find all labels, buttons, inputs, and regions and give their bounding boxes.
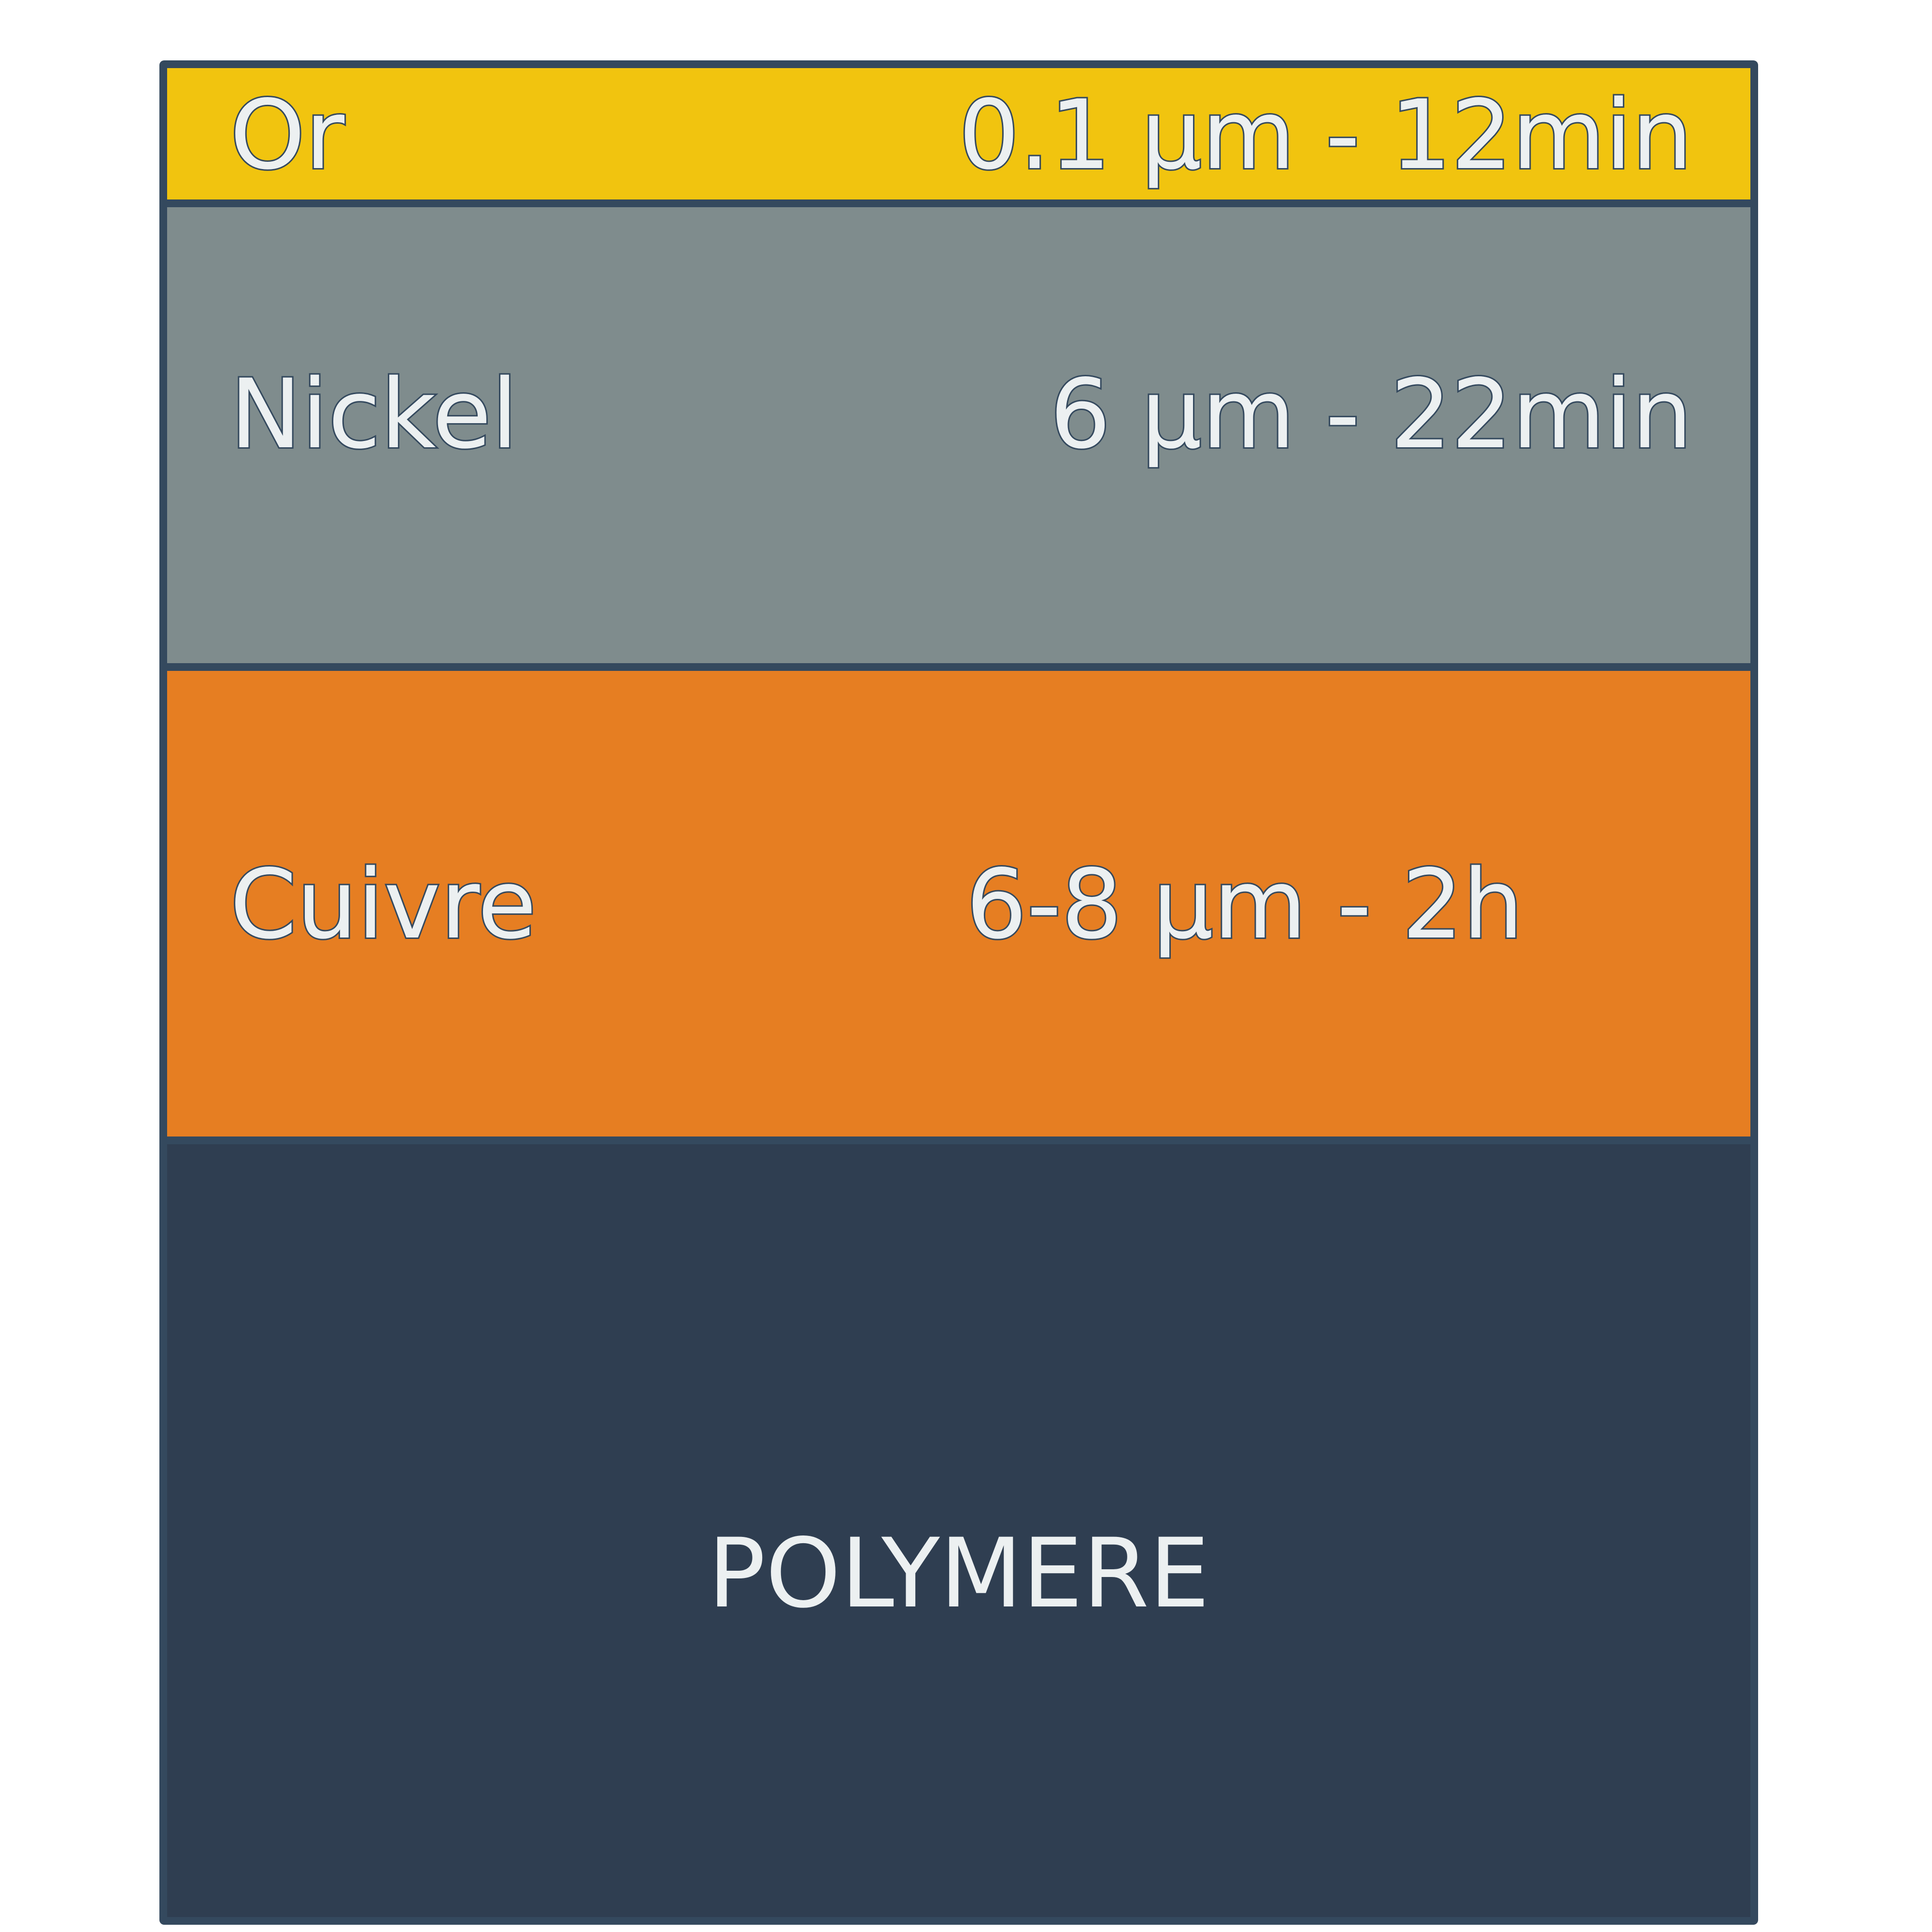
copper-layer: Cuivre 6-8 µm - 2h	[167, 671, 1750, 1144]
nickel-layer-name: Nickel	[228, 358, 519, 470]
nickel-layer-thickness-time: 6 µm - 22min	[1049, 358, 1694, 470]
layer-stack-diagram: Or 0.1 µm - 12min Nickel 6 µm - 22min Cu…	[159, 60, 1758, 1925]
polymer-label: POLYMERE	[708, 1518, 1210, 1629]
gold-layer: Or 0.1 µm - 12min	[167, 68, 1750, 207]
gold-layer-name: Or	[228, 79, 346, 191]
polymer-substrate: POLYMERE	[167, 1144, 1750, 1917]
copper-layer-name: Cuivre	[228, 849, 538, 960]
copper-layer-thickness-time: 6-8 µm - 2h	[965, 849, 1525, 960]
nickel-layer: Nickel 6 µm - 22min	[167, 207, 1750, 671]
gold-layer-thickness-time: 0.1 µm - 12min	[957, 79, 1694, 191]
